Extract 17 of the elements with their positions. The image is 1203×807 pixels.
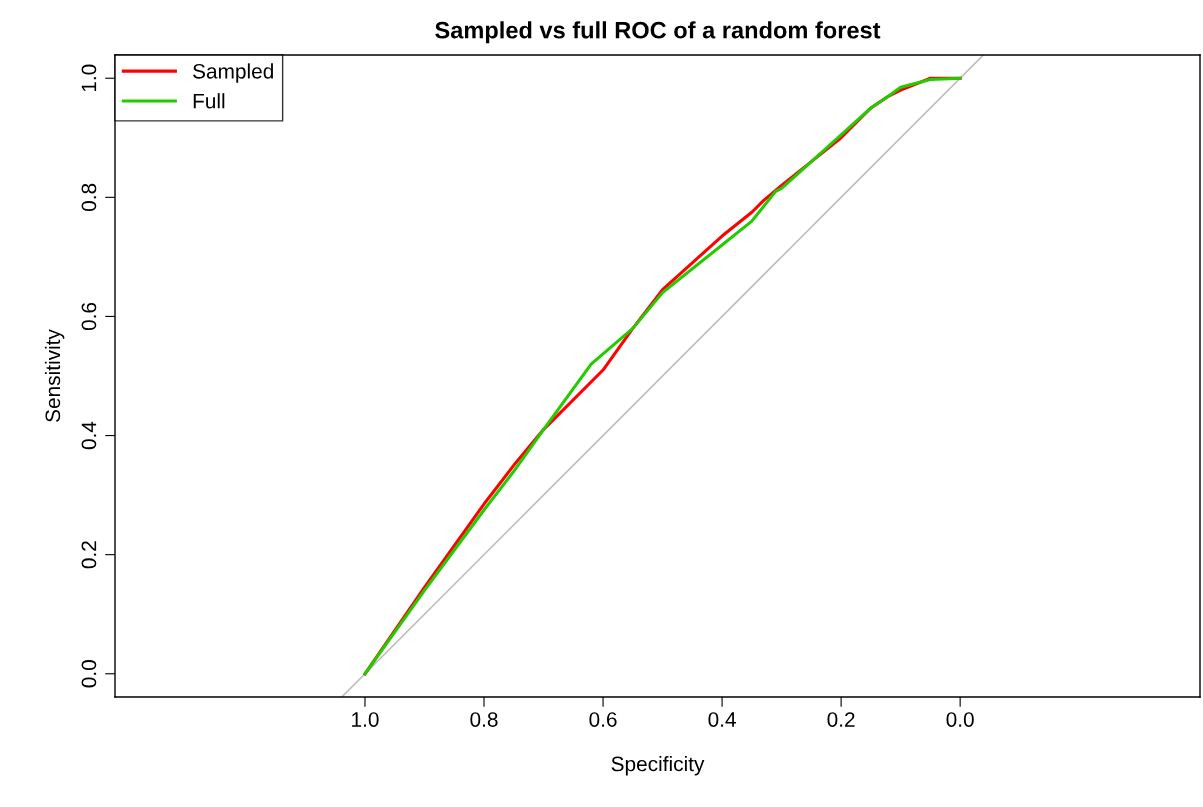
y-tick-label: 0.8 [81,183,97,211]
legend-label: Sampled [193,63,273,83]
x-tick-label: 0.0 [946,712,974,727]
x-tick-label: 0.4 [708,712,736,727]
y-tick-label: 0.0 [81,660,97,688]
x-tick-label: 0.2 [827,712,855,727]
legend-label: Full [193,93,225,109]
chart-title: Sampled vs full ROC of a random forest [435,21,881,44]
x-tick-label: 1.0 [352,712,379,727]
y-tick-label: 0.2 [81,541,97,569]
y-tick-label: 0.4 [81,421,97,450]
y-tick-label: 0.6 [81,302,97,331]
x-tick-label: 0.6 [589,712,617,727]
x-axis-title: Specificity [611,756,705,776]
y-tick-label: 1.0 [81,64,97,92]
y-axis-title: Sensitivity [44,329,65,422]
x-tick-label: 0.8 [470,712,498,727]
